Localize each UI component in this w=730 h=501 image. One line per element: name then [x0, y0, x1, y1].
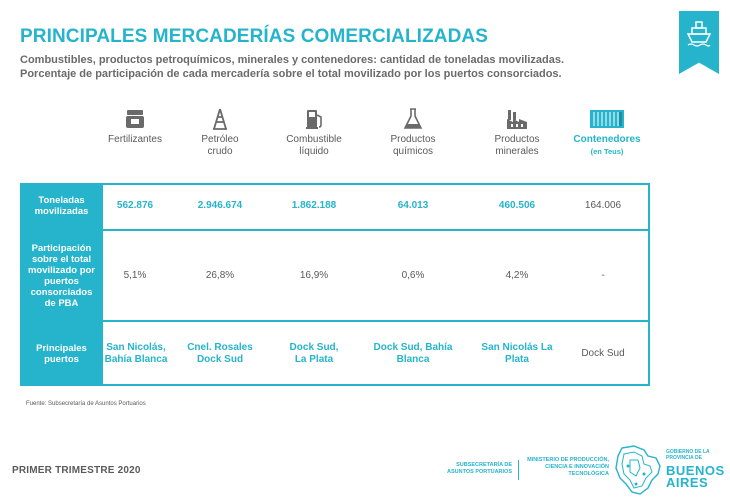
cell-puertos-minerales: San Nicolás La Plata — [481, 342, 553, 365]
cell-toneladas-combustible: 1.862.188 — [291, 200, 337, 211]
ship-icon — [687, 21, 711, 47]
row-divider — [20, 320, 650, 322]
cell-participacion-petroleo: 26,8% — [205, 269, 235, 281]
page-subtitle: Combustibles, productos petroquímicos, m… — [20, 53, 564, 81]
gobierno-logo-small-text: GOBIERNO DE LA PROVINCIA DE — [666, 449, 710, 461]
column-header-quimicos: Productos químicos — [368, 108, 458, 158]
ship-ribbon-badge — [679, 11, 719, 74]
subsecretaria-logo-text: SUBSECRETARÍA DE ASUNTOS PORTUARIOS — [447, 462, 512, 475]
logo-divider — [518, 460, 519, 480]
cell-puertos-petroleo: Cnel. Rosales Dock Sud — [187, 342, 253, 365]
cell-puertos-fertilizantes: San Nicolás, Bahía Blanca — [104, 342, 168, 365]
buenos-aires-map-logo — [615, 445, 661, 495]
gobierno-logo-big-text: BUENOS AIRES — [666, 463, 725, 490]
column-header-petroleo: Petróleo crudo — [175, 108, 265, 158]
source-note: Fuente: Subsecretaría de Asuntos Portuar… — [26, 401, 146, 407]
row-header-puertos: Principales puertos — [20, 322, 103, 386]
period-label: PRIMER TRIMESTRE 2020 — [12, 465, 141, 476]
row-header-toneladas: Toneladas movilizadas — [20, 183, 103, 229]
row-header-participacion: Participación sobre el total movilizado … — [20, 231, 103, 320]
column-header-fertilizantes: Fertilizantes — [90, 108, 180, 146]
page-title: PRINCIPALES MERCADERÍAS COMERCIALIZADAS — [20, 26, 489, 47]
column-header-contenedores: Contenedores (en Teus) — [562, 108, 652, 158]
fuel-pump-icon — [306, 110, 322, 129]
column-header-combustible: Combustible líquido — [269, 108, 359, 158]
column-header-minerales: Productos minerales — [472, 108, 562, 158]
row-divider — [20, 229, 650, 231]
cell-participacion-contenedores: - — [601, 269, 605, 281]
subtitle-line-1: Combustibles, productos petroquímicos, m… — [20, 54, 565, 66]
fertilizer-bag-icon — [126, 110, 144, 128]
cell-toneladas-quimicos: 64.013 — [397, 200, 429, 211]
factory-icon — [507, 110, 527, 129]
flask-icon — [403, 108, 423, 129]
cell-toneladas-minerales: 460.506 — [498, 200, 536, 211]
cell-puertos-quimicos: Dock Sud, Bahía Blanca — [373, 342, 453, 365]
cell-participacion-quimicos: 0,6% — [401, 269, 425, 281]
cell-toneladas-petroleo: 2.946.674 — [197, 200, 243, 211]
cell-participacion-fertilizantes: 5,1% — [123, 269, 147, 281]
cell-participacion-combustible: 16,9% — [299, 269, 329, 281]
cell-puertos-combustible: Dock Sud, La Plata — [289, 342, 339, 365]
ministerio-logo-text: MINISTERIO DE PRODUCCIÓN, CIENCIA E INNO… — [527, 457, 609, 477]
oil-derrick-icon — [213, 108, 227, 130]
cell-participacion-minerales: 4,2% — [505, 269, 529, 281]
cell-toneladas-fertilizantes: 562.876 — [116, 200, 154, 211]
cell-toneladas-contenedores: 164.006 — [584, 200, 622, 211]
container-icon — [590, 110, 624, 128]
cell-puertos-contenedores: Dock Sud — [581, 348, 625, 359]
subtitle-line-2: Porcentaje de participación de cada merc… — [20, 68, 562, 80]
